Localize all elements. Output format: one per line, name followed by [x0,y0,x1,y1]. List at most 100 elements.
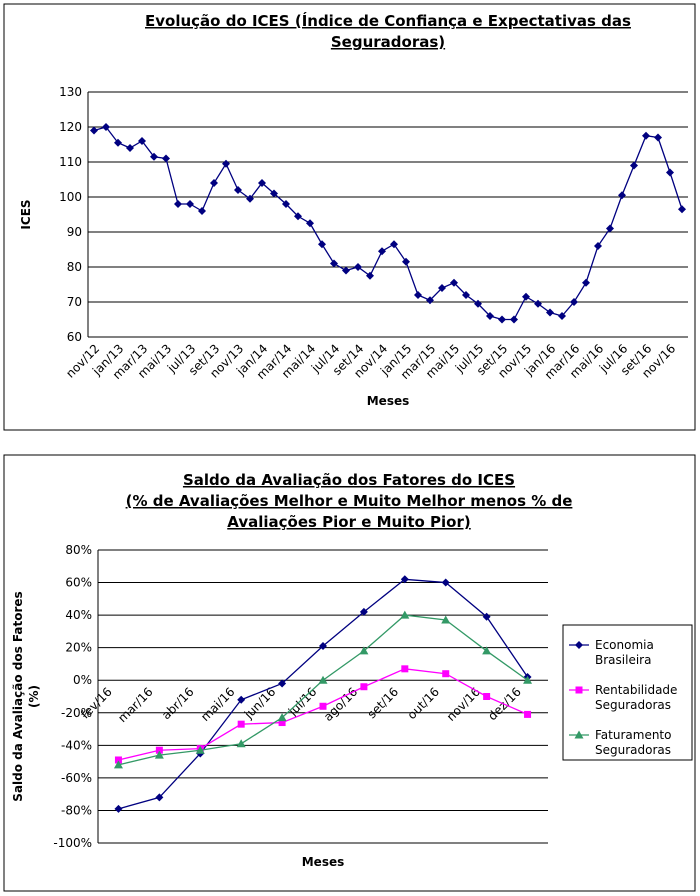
point [482,646,492,655]
point [378,247,386,256]
point [237,695,246,704]
point [237,720,245,728]
point [441,578,450,587]
y-tick-label: 80 [67,260,82,274]
y-tick-label: 100 [59,190,82,204]
y-tick-label: -60% [61,771,92,785]
point [498,315,506,324]
y-tick-label: 60% [65,576,92,590]
point [630,161,638,170]
point [114,804,123,813]
point [400,610,410,619]
point [150,152,158,161]
point [277,713,287,722]
point [594,242,602,250]
point [270,189,278,198]
point [318,240,326,249]
point [306,219,314,228]
point [222,159,230,168]
chart-frame [3,3,696,431]
point [258,179,266,187]
point [524,710,532,718]
point [582,278,590,287]
point [414,291,422,299]
point [558,312,566,320]
point [278,719,286,727]
point [366,271,374,280]
point [546,308,554,317]
y-tick-label: 40% [65,608,92,622]
legend-word: Brasileira [595,653,651,667]
y-tick-label: -40% [61,738,92,752]
point [360,683,368,691]
point [666,168,674,177]
point [462,291,470,299]
point [426,296,434,305]
point [390,240,398,249]
point [486,312,494,320]
point [574,730,584,739]
legend-word: Faturamento [595,728,671,742]
y-tick-label: 0% [73,673,92,687]
point [575,686,583,694]
point [618,191,626,200]
point [294,212,302,221]
point [534,299,542,308]
point [138,137,146,145]
legend-word: Seguradoras [595,698,671,712]
point [606,224,614,233]
point [654,133,662,142]
legend-label: Economia Brasileira [595,638,654,667]
y-tick-label: -20% [61,706,92,720]
point [330,259,338,268]
x-axis-label: Meses [367,394,410,408]
point [282,200,290,208]
y-tick-label: 80% [65,543,92,557]
point [174,200,182,208]
point [114,138,122,147]
point [102,123,110,131]
point [402,257,410,266]
y-tick-label: 60 [67,330,82,344]
point [575,641,583,649]
legend-label: Faturamento Seguradoras [595,728,671,757]
chart-title: Avaliações Pior e Muito Pior) [227,513,471,531]
y-axis-label: ICES [19,199,33,229]
point [570,298,578,306]
point [482,612,491,621]
point [195,745,205,754]
chart-title: Evolução do ICES (Índice de Confiança e … [145,11,631,30]
point [438,284,446,292]
point [678,205,686,214]
point [400,575,409,584]
point [359,607,368,616]
y-tick-label: -80% [61,803,92,817]
point [186,200,194,208]
point [114,756,122,764]
y-tick-label: 120 [59,120,82,134]
point [642,131,650,140]
y-tick-label: 110 [59,155,82,169]
point [318,675,328,684]
point [522,292,530,301]
point [354,263,362,271]
point [510,315,518,324]
point [155,746,163,754]
point [154,750,164,759]
point [155,793,164,802]
point [234,186,242,194]
chart-title: Saldo da Avaliação dos Fatores do ICES [183,471,515,489]
point [401,665,409,673]
point [236,739,246,748]
y-axis-label: (%) [27,685,41,708]
x-axis-label: Meses [302,855,345,869]
point [319,642,327,651]
point [198,207,206,215]
legend-word: Rentabilidade [595,683,677,697]
point [126,144,134,152]
point [210,179,218,187]
point [450,278,458,287]
point [278,679,287,688]
point [442,670,450,678]
